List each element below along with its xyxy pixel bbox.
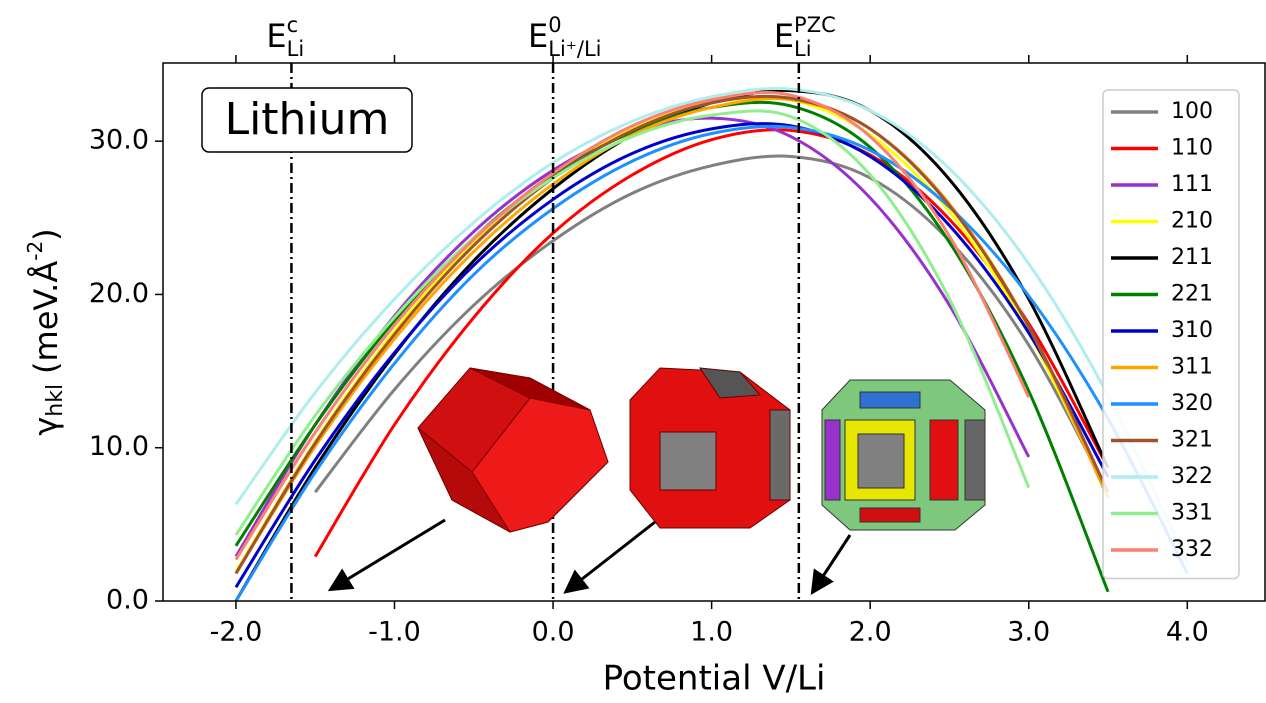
legend-label: 320	[1171, 391, 1213, 416]
arrow	[810, 534, 852, 596]
legend-label: 321	[1171, 428, 1213, 453]
series-line	[234, 91, 1031, 561]
x-tick-label: 2.0	[849, 617, 892, 648]
plot-frame	[162, 62, 1266, 602]
x-tick-label: 4.0	[1166, 617, 1209, 648]
y-tick-label: 20.0	[89, 278, 149, 309]
arrow	[327, 518, 446, 592]
reference-subscript: Li	[794, 37, 812, 61]
reference-label: Ec Li	[266, 13, 304, 61]
reference-lines: Ec Li E0 Li⁺/Li EPZC Li	[266, 13, 836, 601]
x-tick-label: 3.0	[1007, 617, 1050, 648]
x-axis-label: Potential V/Li	[603, 659, 826, 699]
y-label-superscript: -2	[23, 241, 47, 261]
reference-symbol: E	[774, 17, 794, 55]
legend-label: 331	[1171, 501, 1213, 526]
series-line	[234, 122, 1110, 588]
reference-label: E0 Li⁺/Li	[528, 13, 601, 61]
y-tick-label: 10.0	[89, 431, 149, 462]
reference-symbol: E	[528, 17, 548, 55]
legend-label: 322	[1171, 464, 1213, 489]
series-line	[234, 109, 1031, 536]
polyhedron-truncated	[629, 367, 791, 529]
polyhedron-complex	[821, 379, 986, 531]
x-tick-label: -2.0	[210, 617, 263, 648]
legend-label: 110	[1171, 136, 1213, 161]
series-line	[234, 94, 1110, 575]
series-line	[234, 124, 1189, 601]
legend-label: 211	[1171, 245, 1213, 270]
y-tick-label: 30.0	[89, 125, 149, 156]
legend-label: 210	[1171, 209, 1213, 234]
legend-label: 310	[1171, 318, 1213, 343]
reference-superscript: 0	[548, 13, 561, 37]
reference-symbol: E	[266, 17, 286, 55]
y-label-symbol: γ	[27, 417, 65, 436]
x-tick-label: -1.0	[368, 617, 421, 648]
annotation-box	[201, 87, 413, 153]
y-tick-label: 0.0	[106, 585, 149, 616]
x-tick-label: 0.0	[532, 617, 575, 648]
y-label-subscript: hkl	[43, 384, 68, 417]
legend-label: 311	[1171, 355, 1213, 380]
legend: 100 110 111 210 211 221 310 311 320 321 322 331 332	[1102, 89, 1240, 580]
series-line	[314, 154, 1110, 494]
reference-subscript: Li⁺/Li	[548, 37, 601, 61]
legend-label: 332	[1171, 537, 1213, 562]
reference-superscript: c	[287, 13, 299, 37]
reference-subscript: Li	[287, 37, 305, 61]
polyhedron-rhombic	[417, 367, 609, 533]
y-label-close: )	[27, 228, 65, 240]
y-label-unit: (meV.Å	[27, 261, 65, 374]
reference-superscript: PZC	[794, 13, 836, 37]
x-tick-label: 1.0	[690, 617, 733, 648]
legend-label: 111	[1171, 172, 1213, 197]
legend-label: 100	[1171, 99, 1213, 124]
arrow	[563, 520, 656, 594]
series-line	[234, 86, 1189, 564]
y-axis-label: γhkl (meV.Å-2)	[23, 228, 69, 435]
annotation: Lithium	[225, 94, 390, 145]
reference-label: EPZC Li	[774, 13, 836, 61]
curves	[234, 86, 1189, 601]
legend-box	[1102, 89, 1240, 580]
legend-label: 221	[1171, 282, 1213, 307]
